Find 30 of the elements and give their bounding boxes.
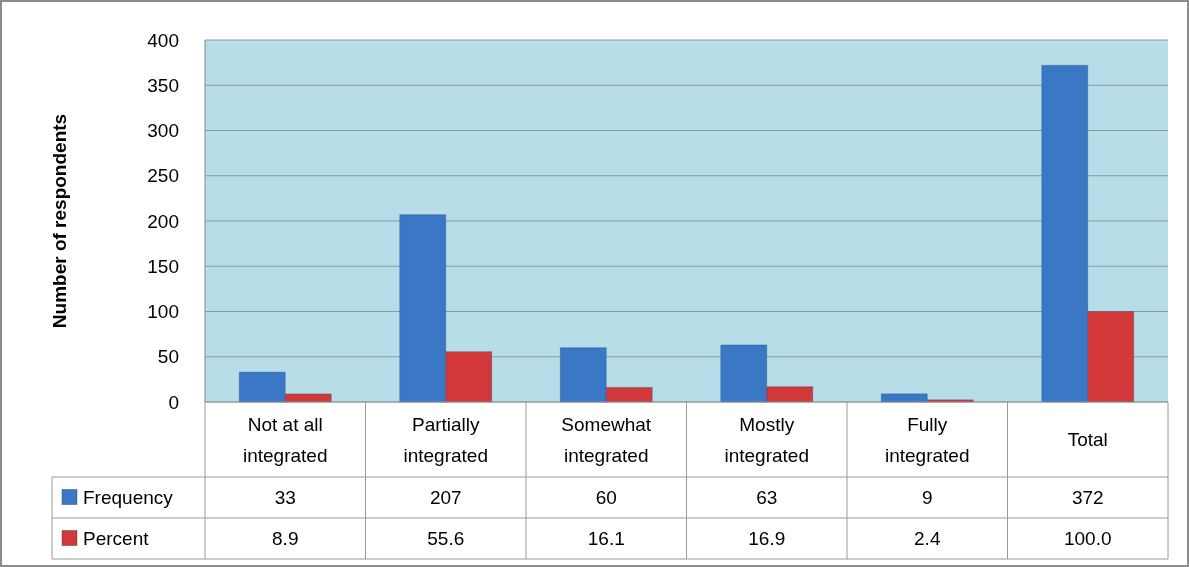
y-axis-title: Number of respondents bbox=[49, 113, 70, 329]
y-tick-label: 100 bbox=[147, 301, 179, 323]
y-tick-label: 400 bbox=[147, 29, 179, 51]
data-label: 16.1 bbox=[587, 528, 625, 550]
data-label: 60 bbox=[595, 487, 617, 509]
data-label: 9 bbox=[921, 487, 933, 509]
data-label: 63 bbox=[756, 487, 778, 509]
y-tick-label: 350 bbox=[147, 74, 179, 96]
x-tick-label: Partially integrated bbox=[403, 413, 489, 466]
data-label: 207 bbox=[429, 487, 462, 509]
y-tick-label: 150 bbox=[147, 255, 179, 277]
y-tick-label: 300 bbox=[147, 120, 179, 142]
data-label: 8.9 bbox=[272, 528, 299, 550]
x-tick-label: Somewhat integrated bbox=[561, 413, 652, 466]
y-tick-label: 50 bbox=[157, 346, 179, 368]
data-label: 55.6 bbox=[427, 528, 465, 550]
x-tick-label: Not at all integrated bbox=[242, 413, 328, 466]
legend-label: Percent bbox=[83, 528, 150, 550]
y-tick-label: 200 bbox=[147, 210, 179, 232]
data-label: 16.9 bbox=[748, 528, 786, 550]
data-label: 33 bbox=[274, 487, 296, 509]
x-tick-label: Total bbox=[1067, 429, 1108, 451]
data-label: 372 bbox=[1071, 487, 1104, 509]
data-label: 100.0 bbox=[1063, 528, 1112, 550]
legend-label: Frequency bbox=[83, 487, 174, 509]
x-tick-label: Fully integrated bbox=[884, 413, 970, 466]
data-label: 2.4 bbox=[914, 528, 941, 550]
y-tick-label: 0 bbox=[168, 391, 179, 413]
y-tick-label: 250 bbox=[147, 165, 179, 187]
x-tick-label: Mostly integrated bbox=[724, 413, 810, 466]
